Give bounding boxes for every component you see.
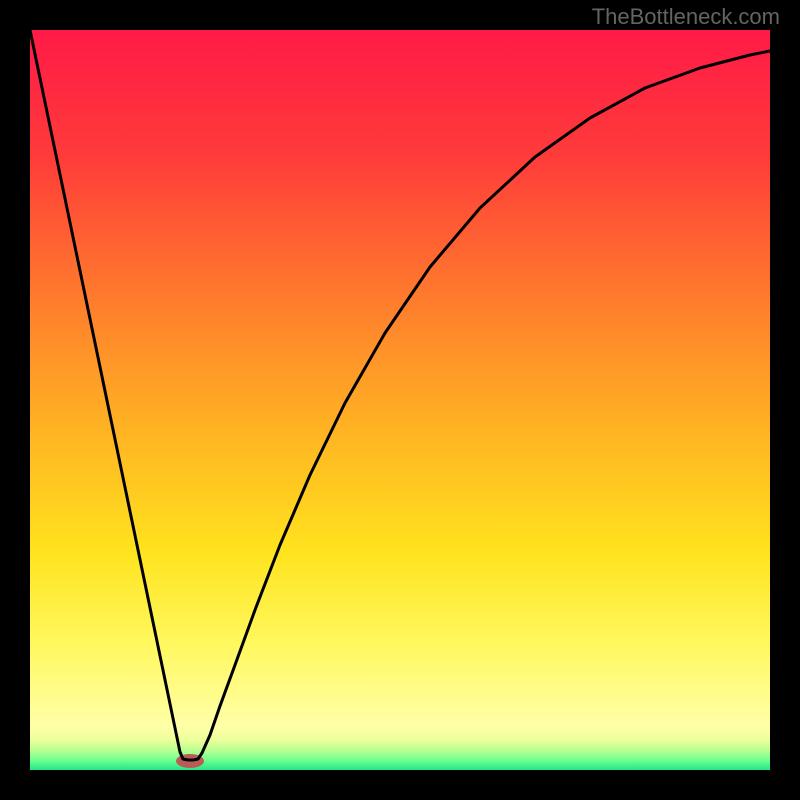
chart-container: TheBottleneck.com — [0, 0, 800, 800]
gradient-green-band — [30, 727, 770, 770]
watermark-text: TheBottleneck.com — [592, 4, 780, 30]
plot-area — [30, 30, 770, 770]
gradient-main — [30, 30, 770, 727]
